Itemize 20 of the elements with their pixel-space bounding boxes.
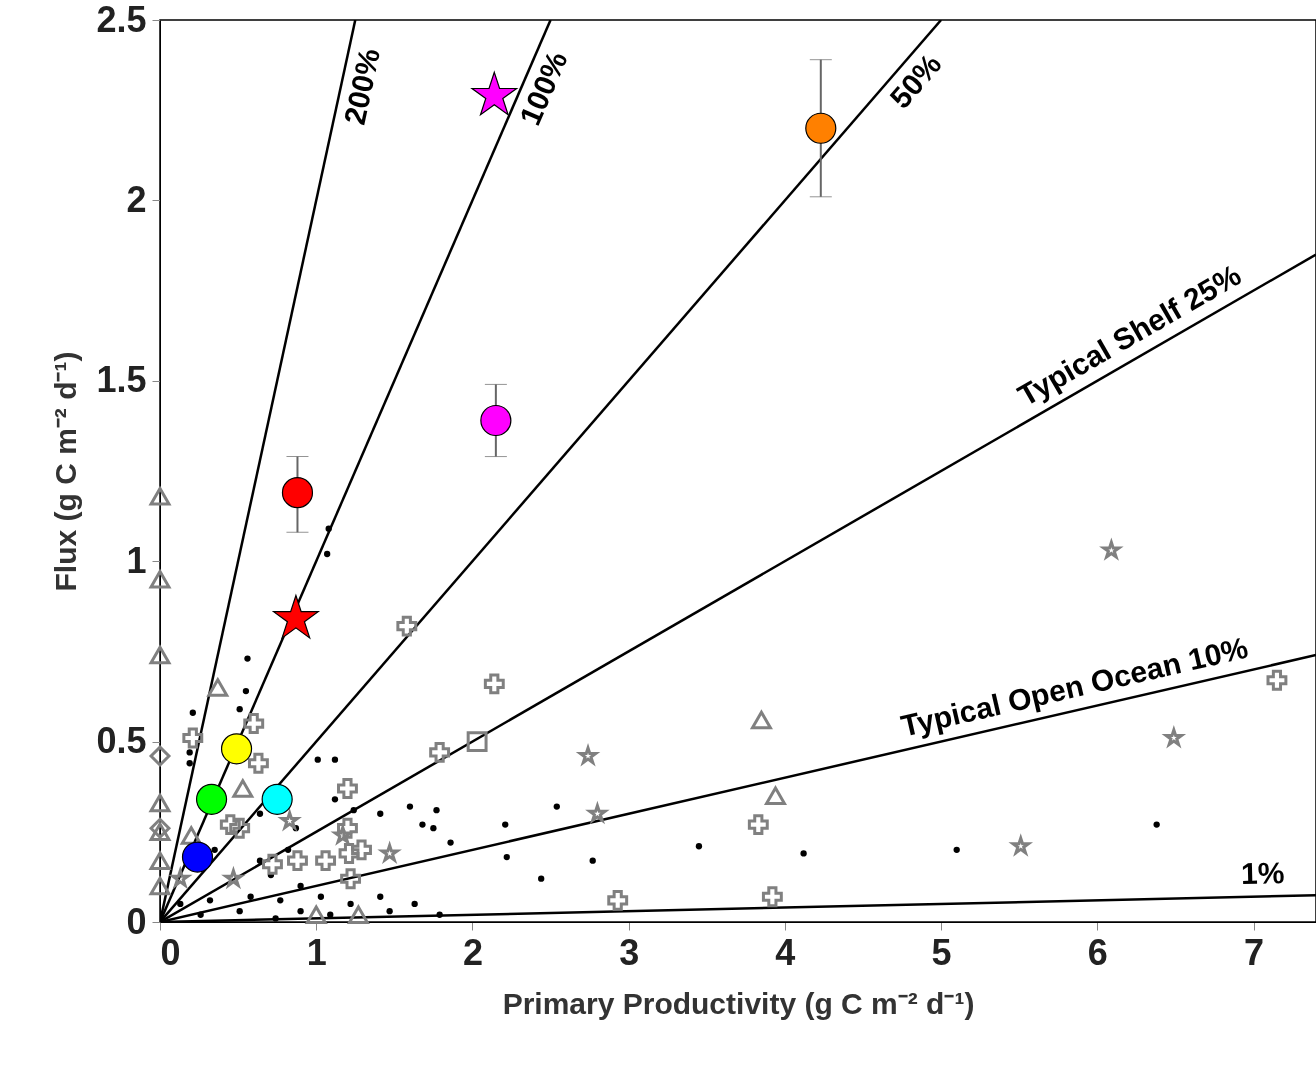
text: 100% xyxy=(512,46,574,131)
y-tick-label: 1.5 xyxy=(96,359,147,401)
x-tick-label: 6 xyxy=(1087,931,1108,973)
y-tick-label: 1 xyxy=(126,539,147,581)
x-axis-title: Primary Productivity (g C m⁻² d⁻¹) xyxy=(502,986,975,1020)
x-tick-label: 2 xyxy=(462,931,483,973)
x-tick-label: 4 xyxy=(775,931,796,973)
x-tick-label: 3 xyxy=(619,931,640,973)
x-tick-label: 1 xyxy=(306,931,327,973)
y-tick-label: 0.5 xyxy=(96,720,147,762)
text: Typical Open Ocean 10% xyxy=(897,630,1251,743)
x-tick-label: 5 xyxy=(931,931,952,973)
y-tick-label: 2.5 xyxy=(96,0,147,40)
x-tick-label: 7 xyxy=(1244,931,1265,973)
y-tick-label: 0 xyxy=(126,900,147,942)
y-tick-label: 2 xyxy=(126,178,147,220)
series-label: 1% xyxy=(1240,856,1285,891)
text: 200% xyxy=(337,45,387,128)
x-tick-label: 0 xyxy=(160,931,181,973)
y-axis-title: Flux (g C m⁻² d⁻¹) xyxy=(49,351,83,592)
